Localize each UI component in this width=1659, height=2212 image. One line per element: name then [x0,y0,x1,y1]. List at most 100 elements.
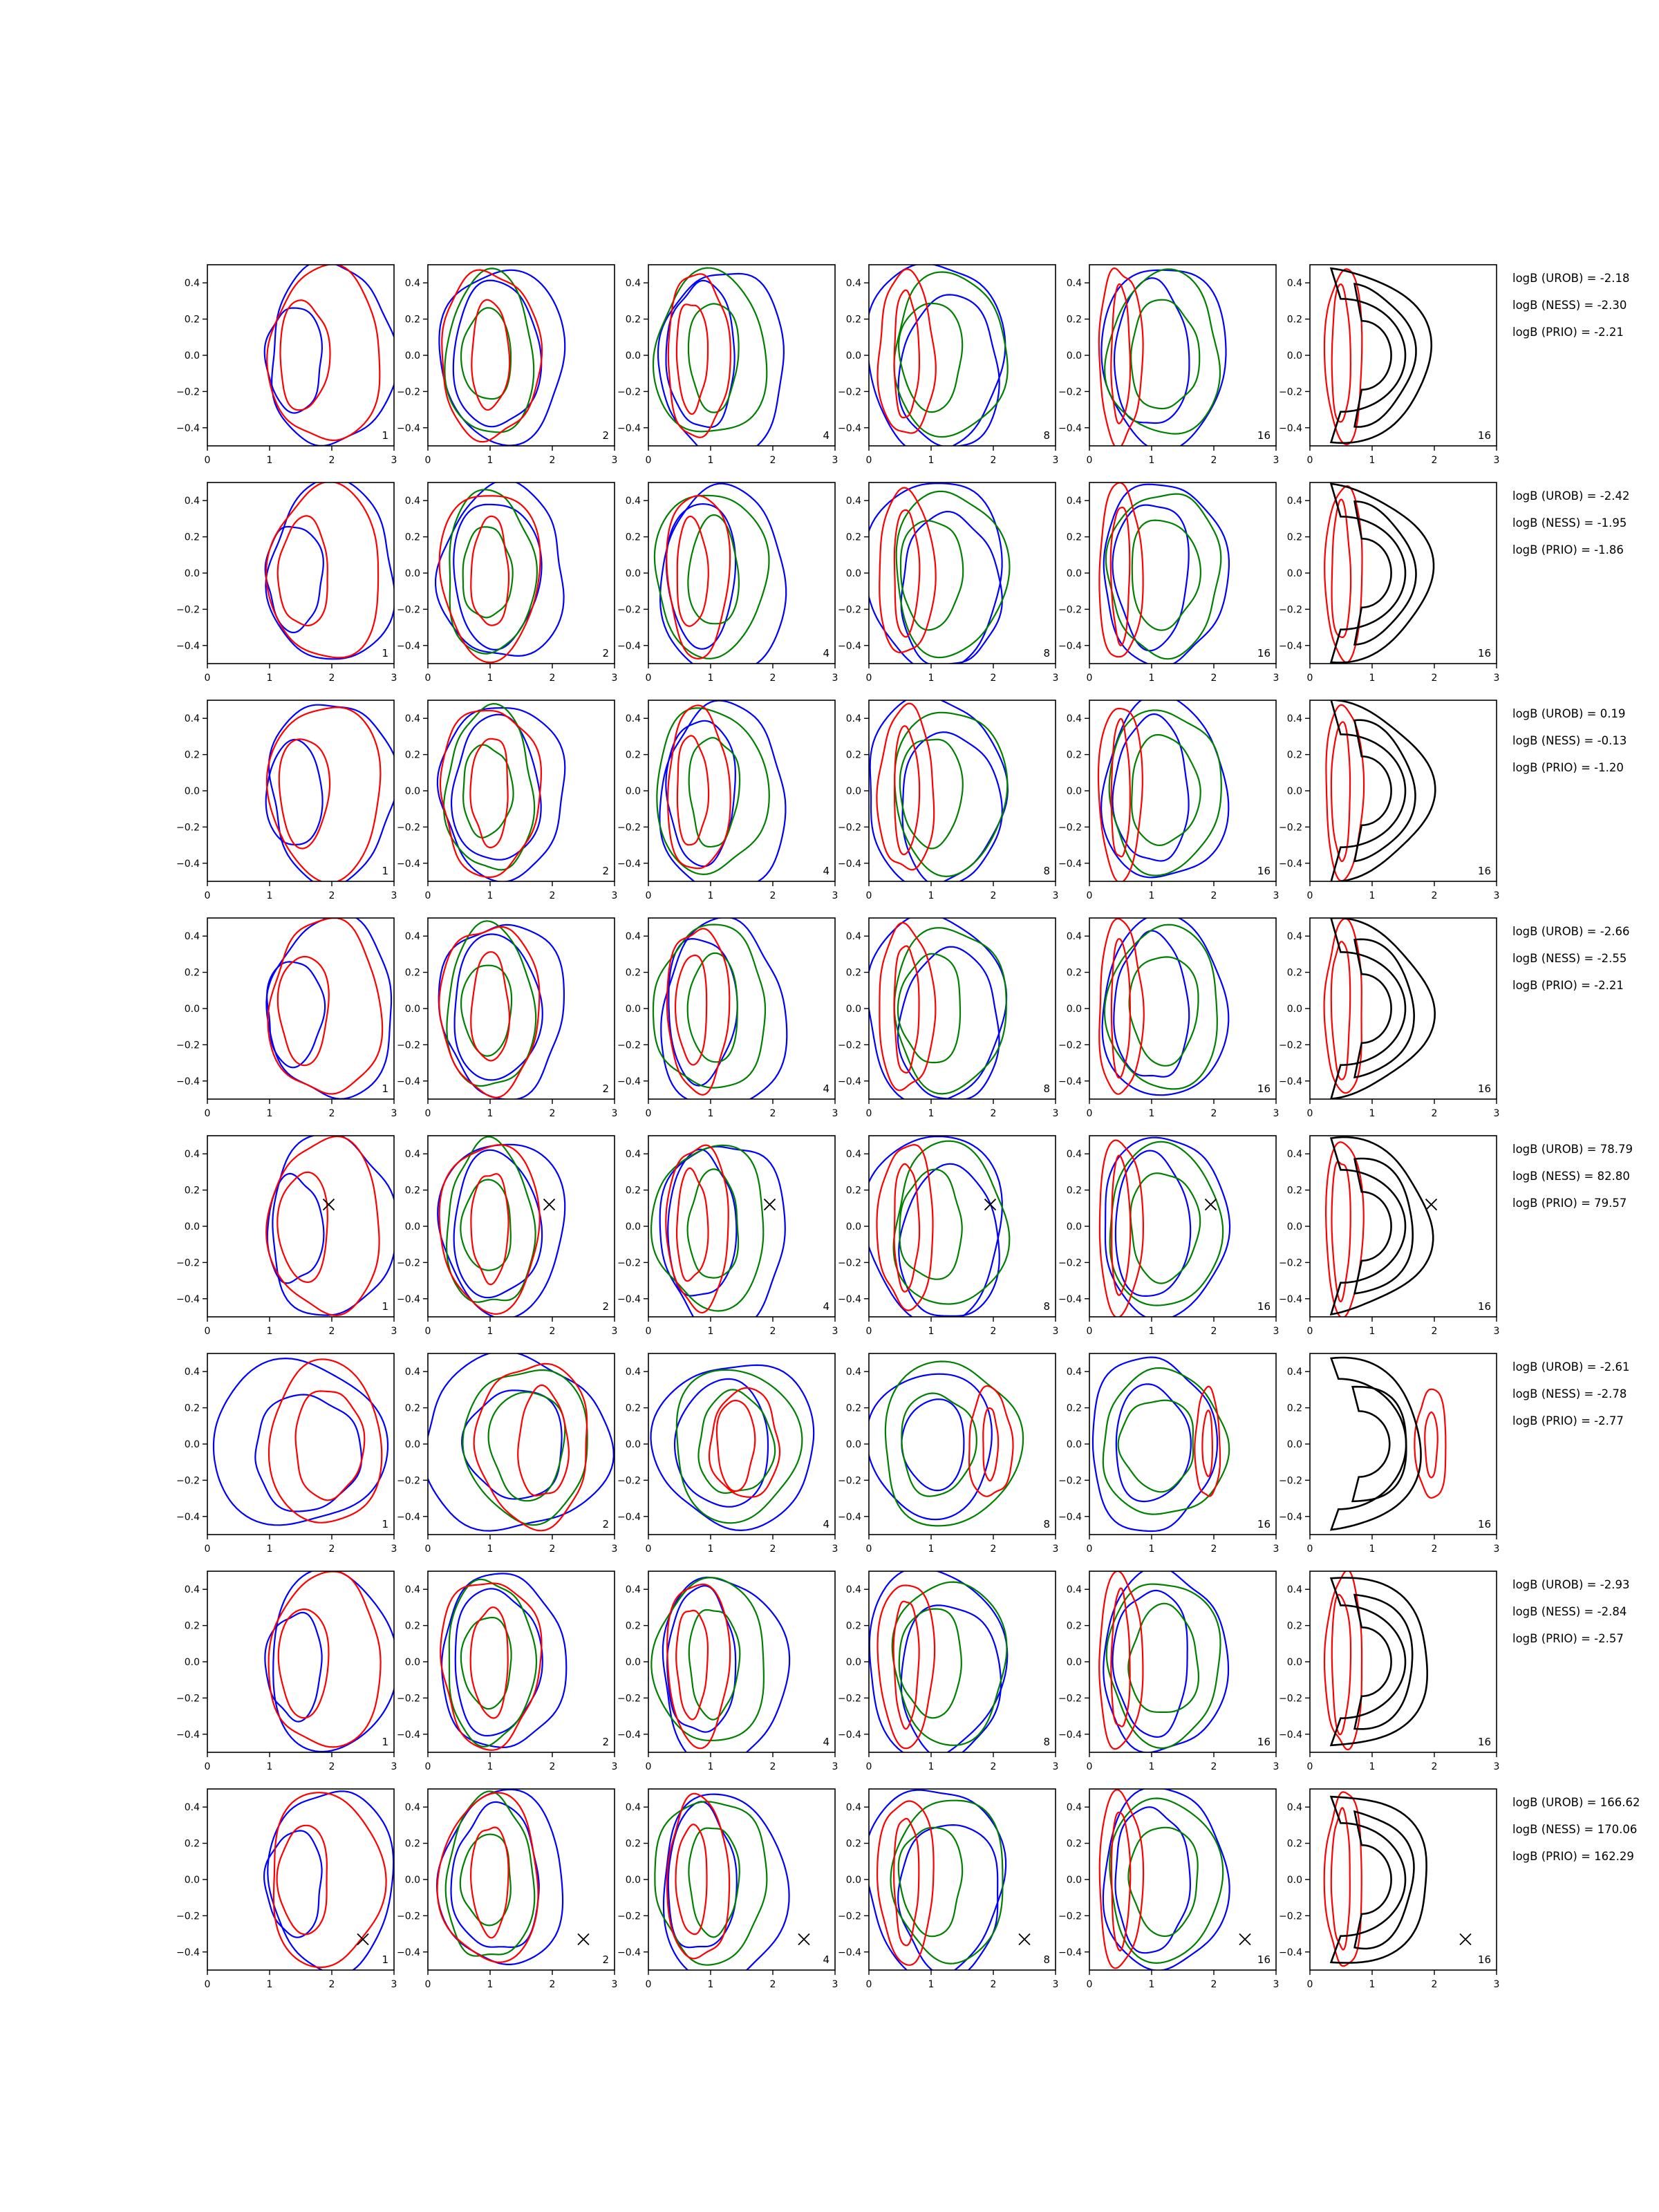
panel-r3-c0: 0.4 0.2 0.0 −0.2 −0.4 0 1 2 3 1 [176,917,397,1119]
blue-contour-line [1091,1356,1219,1533]
x-tick-label: 2 [550,1108,556,1119]
y-tick-label: −0.4 [176,641,200,652]
y-tick-label: 0.4 [846,1584,861,1595]
red-contour-line [877,268,937,434]
x-tick-label: 1 [928,1108,935,1119]
blue-contour-line [266,1172,325,1284]
x-tick-label: 1 [267,673,273,684]
y-tick-label: 0.0 [626,786,641,797]
y-tick-label: −0.4 [617,1294,641,1305]
x-tick-label: 2 [991,455,997,466]
green-contour-line [688,737,741,848]
x-tick-label: 0 [866,1979,872,1990]
green-contour-line [688,1827,740,1938]
y-tick-label: −0.2 [1279,1911,1302,1922]
x-tick-label: 0 [646,1108,652,1119]
x-tick-label: 1 [487,1108,494,1119]
x-tick-label: 2 [991,890,997,901]
panel-r7-c4: 0.4 0.2 0.0 −0.2 −0.4 0 1 2 3 16 [1058,1788,1279,1990]
y-tick-label: 0.0 [626,1875,641,1886]
black-contour-line [1329,482,1435,664]
y-tick-label: 0.2 [185,532,200,543]
red-contour-line [893,509,921,638]
x-tick-label: 2 [1211,1326,1217,1337]
panel-index-label: 16 [1478,1082,1491,1095]
x-tick-label: 3 [832,455,838,466]
y-tick-label: 0.0 [846,1657,861,1668]
blue-contour-line [900,1604,1002,1752]
y-tick-label: 0.4 [1067,713,1082,724]
y-tick-label: 0.2 [626,315,641,326]
green-contour-line [1104,268,1221,435]
panel-index-label: 16 [1257,1300,1271,1313]
red-contour-line [438,926,541,1098]
x-tick-label: 3 [1494,1544,1500,1555]
y-tick-label: 0.4 [846,1367,861,1378]
x-tick-label: 0 [866,1544,872,1555]
y-tick-label: −0.4 [617,1076,641,1087]
blue-contour-line [453,503,543,651]
green-contour-line [654,1801,768,1966]
logB-annotation: logB (PRIO) = 162.29 [1512,1850,1634,1863]
x-tick-label: 1 [487,1544,494,1555]
x-tick-label: 0 [425,1761,431,1772]
panel-r5-c5: 0.4 0.2 0.0 −0.2 −0.4 0 1 2 3 16 [1279,1353,1499,1555]
contour-set [1323,267,1433,446]
y-tick-label: −0.2 [838,1911,861,1922]
y-tick-label: 0.0 [626,1004,641,1015]
red-contour-line [1331,498,1352,638]
x-tick-label: 2 [770,1761,776,1772]
blue-contour-line [1113,277,1190,424]
red-contour-line [1331,283,1352,423]
y-tick-label: −0.2 [1279,1257,1302,1268]
y-tick-label: 0.4 [846,278,861,289]
red-contour-line [1098,918,1145,1095]
panel-r0-c1: 0.4 0.2 0.0 −0.2 −0.4 0 1 2 3 2 [397,264,617,466]
y-tick-label: 0.2 [1067,1621,1082,1632]
y-tick-label: 0.2 [1287,315,1302,326]
y-tick-label: 0.2 [626,750,641,761]
y-tick-label: 0.4 [405,713,420,724]
y-tick-label: 0.0 [405,1657,420,1668]
panel-index-label: 16 [1478,865,1491,877]
blue-contour-line [659,1145,786,1317]
red-contour-line [1324,485,1363,664]
panel-index-label: 2 [602,1953,609,1966]
red-contour-line [676,516,709,627]
green-contour-line [1130,733,1201,847]
y-tick-label: 0.4 [185,1149,200,1160]
x-tick-label: 1 [487,1761,494,1772]
x-tick-label: 1 [487,455,494,466]
x-tick-label: 3 [1273,1761,1280,1772]
y-tick-label: 0.4 [846,496,861,507]
y-tick-label: 0.0 [1287,350,1302,362]
green-contour-line [898,302,964,413]
y-tick-label: 0.2 [185,1185,200,1197]
panel-r2-c4: 0.4 0.2 0.0 −0.2 −0.4 0 1 2 3 16 [1058,700,1279,901]
contour-set [656,700,787,881]
y-tick-label: 0.0 [185,568,200,579]
y-tick-label: 0.2 [405,1185,420,1197]
blue-contour-line [869,482,1003,664]
y-tick-label: 0.2 [185,1839,200,1850]
x-tick-label: 1 [267,1761,273,1772]
x-tick-label: 0 [205,1544,211,1555]
panel-r7-c1: 0.4 0.2 0.0 −0.2 −0.4 0 1 2 3 2 [397,1788,617,1990]
blue-contour-line [869,1373,993,1521]
red-contour-line [1098,1571,1144,1750]
green-contour-line [901,1392,977,1497]
blue-contour-line [267,1790,394,1970]
red-contour-line [675,954,708,1066]
green-contour-line [1103,924,1218,1090]
black-contour-line [1330,700,1436,881]
green-contour-line [897,953,962,1064]
y-tick-label: −0.4 [1058,641,1082,652]
y-tick-label: −0.2 [1279,1475,1302,1486]
y-tick-label: 0.2 [626,1403,641,1414]
x-tick-label: 1 [1149,673,1155,684]
black-contour-line [1329,267,1433,444]
red-contour-line [276,515,328,627]
blue-contour-line [660,918,788,1099]
panel-index-label: 4 [823,1518,830,1530]
x-tick-label: 1 [928,1326,935,1337]
